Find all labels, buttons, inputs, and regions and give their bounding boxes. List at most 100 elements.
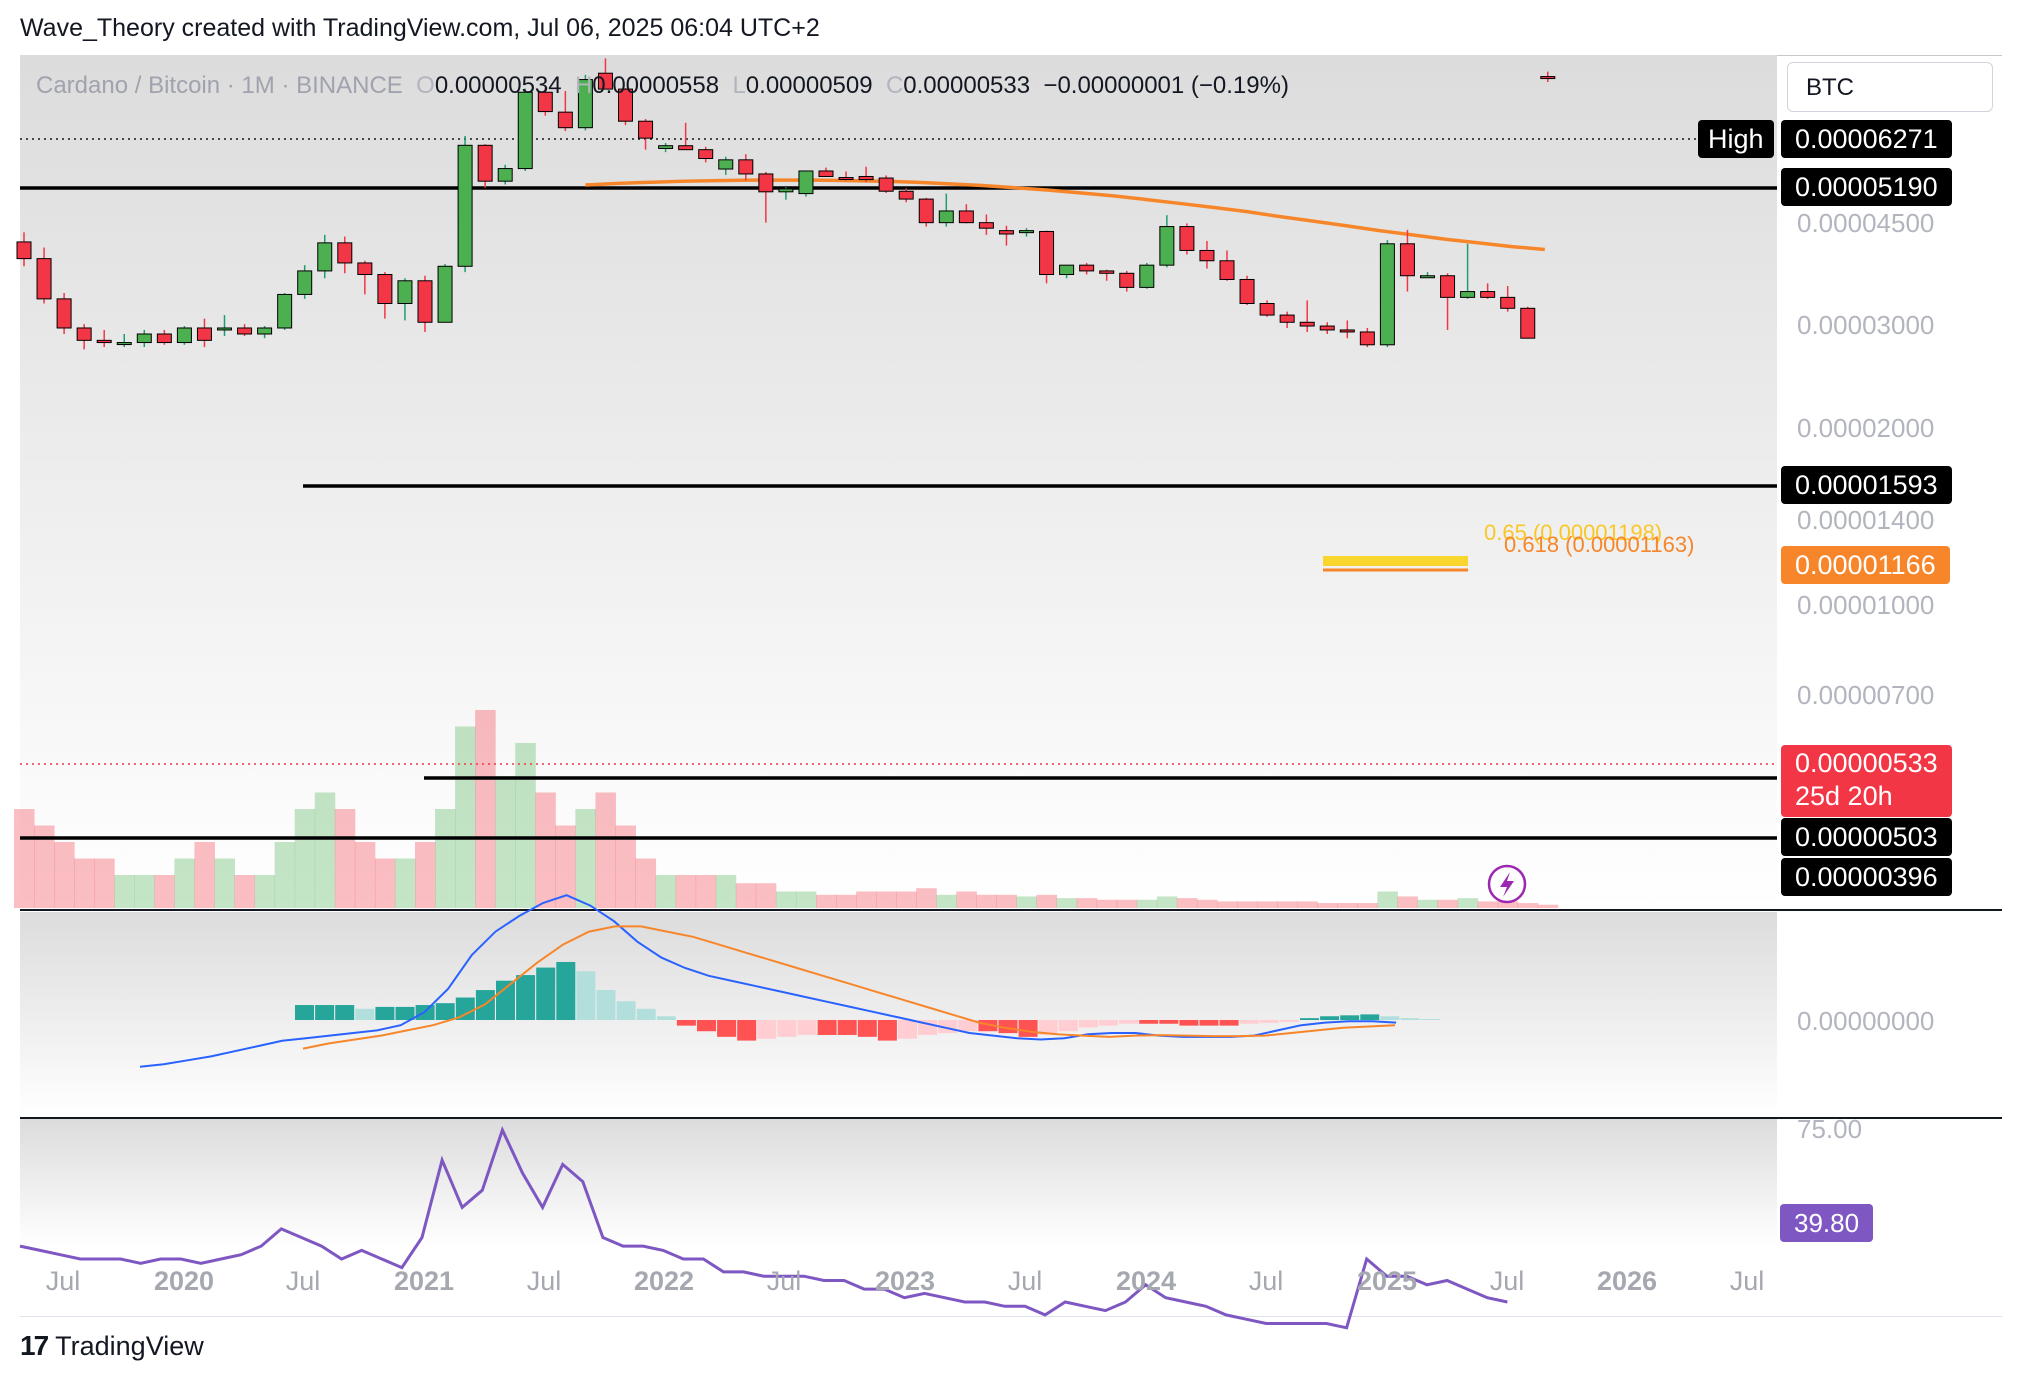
macd-histogram-bar [1119,1020,1139,1024]
tradingview-brand: TradingView [55,1330,204,1361]
volume-bar [1196,899,1218,908]
low-label: L [732,72,746,99]
volume-bar [234,875,256,908]
macd-histogram-bar [978,1020,998,1032]
macd-histogram-bar [1239,1020,1259,1024]
macd-histogram-bar [817,1020,837,1035]
macd-histogram-bar [455,997,475,1020]
volume-bar [475,710,496,908]
macd-histogram-bar [576,971,596,1020]
candle-body [597,72,613,90]
price-tick: 0.00003000 [1797,310,1935,340]
volume-bar [976,894,997,908]
candle-body [918,198,934,224]
volume-bar [635,858,657,908]
macd-histogram-bar [1320,1016,1340,1020]
last-price-tag: 0.00000533 25d 20h [1781,745,1952,817]
candle-body [196,327,212,341]
volume-bar [655,875,677,908]
volume-bar [1136,899,1158,908]
price-tick: 0.00002000 [1797,413,1935,443]
macd-histogram-bar [556,961,576,1020]
volume-bar [1377,891,1398,908]
volume-bar [1437,899,1459,908]
volume-bar [535,792,556,908]
resistance-mid-tag: 0.00001593 [1781,466,1952,504]
candle-body [1319,325,1335,331]
volume-bar [314,792,336,908]
volume-bar [555,825,576,908]
volume-bar [174,858,195,908]
volume-bar [996,894,1017,908]
time-axis-label: 2021 [393,1266,455,1296]
rsi-tick: 75.00 [1797,1114,1863,1144]
symbol-name[interactable]: Cardano / Bitcoin · 1M · BINANCE [36,72,403,99]
time-axis-label: Jul [45,1266,81,1296]
macd-line [139,894,1397,1068]
volume-bar [1477,901,1499,908]
candle-body [678,145,694,151]
macd-histogram-bar [1139,1020,1159,1024]
volume-bar [1237,901,1258,908]
candle-body [718,159,734,170]
candle-body [898,190,914,200]
high-price-tag: 0.00006271 [1781,120,1952,158]
macd-histogram-bar [1400,1018,1420,1020]
macd-histogram-bar [536,967,556,1020]
volume-bar [254,875,276,908]
volume-bar [876,891,897,908]
macd-histogram-bar [1300,1018,1319,1020]
candle-body [317,242,333,272]
price-tick: 0.00001000 [1797,590,1935,620]
last-price: 0.00000533 [1795,748,1938,778]
tradingview-logo[interactable]: 17 TradingView [20,1330,204,1362]
candle-body [1079,264,1095,272]
macd-tick: 0.00000000 [1797,1006,1935,1036]
candle-body [176,327,192,344]
close-label: C [885,72,904,99]
macd-histogram-bar [777,1020,797,1037]
volume-bar [675,875,697,908]
candle-body [1039,230,1055,276]
candle-body [1019,230,1034,234]
volume-bar [394,858,416,908]
volume-bar [1016,896,1037,908]
volume-bar [194,842,215,908]
macd-histogram-bar [1219,1020,1239,1026]
macd-histogram-bar [797,1020,817,1035]
macd-histogram-bar [616,1001,636,1020]
volume-bar [795,891,817,908]
macd-signal-line [302,925,1396,1050]
volume-bar [294,809,316,908]
candle-body [638,120,654,139]
volume-bar [1517,903,1539,908]
macd-histogram-bar [395,1006,415,1020]
volume-bar [1116,899,1138,908]
candle-body [156,333,172,344]
time-axis-label: Jul [1729,1266,1765,1296]
candle-body [1119,272,1135,288]
candle-body [838,177,854,181]
high-label-tag: High [1698,120,1774,158]
candle-body [858,175,874,181]
macd-histogram-bar [958,1020,978,1032]
macd-histogram-bar [1038,1020,1058,1035]
currency-selector[interactable]: BTC [1787,62,1993,112]
candle-body [1500,296,1516,309]
macd-histogram-bar [1259,1020,1279,1023]
volume-bar [1076,898,1098,908]
macd-histogram-bar [737,1020,757,1041]
volume-bar [455,726,476,908]
volume-bar [1537,904,1559,908]
candle-body [357,262,373,276]
close-value: 0.00000533 [903,72,1031,99]
macd-pane-background [20,912,1777,1117]
volume-bar [1036,894,1058,908]
time-axis-label: Jul [1007,1266,1043,1296]
price-tick: 0.00000700 [1797,680,1935,710]
candle-body [1480,291,1496,298]
volume-bar [214,858,235,908]
macd-histogram-bar [1420,1019,1440,1020]
price-tick: 0.00004500 [1797,208,1935,238]
